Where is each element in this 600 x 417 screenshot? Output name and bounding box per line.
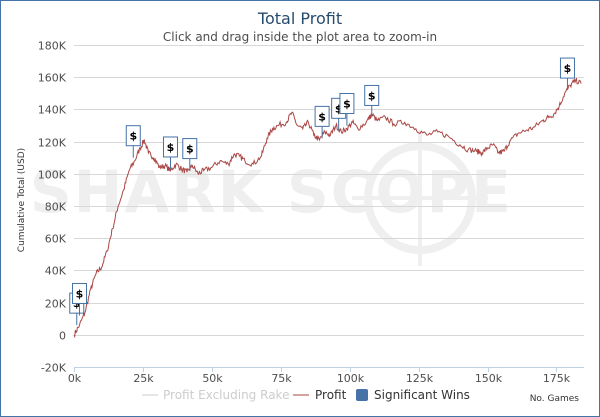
y-tick-label: 160K [38, 72, 67, 85]
legend-item-profit-excluding-rake[interactable]: Profit Excluding Rake [142, 388, 289, 402]
flag-box [125, 125, 141, 147]
flag-label: $ [318, 110, 326, 123]
y-tick-label: -20K [41, 362, 67, 375]
x-tick-label: 125k [406, 372, 434, 385]
legend-item-significant-wins[interactable]: Significant Wins [356, 388, 470, 402]
chart-subtitle: Click and drag inside the plot area to z… [163, 30, 437, 44]
x-tick-label: 100k [337, 372, 365, 385]
y-tick-label: 0 [59, 330, 66, 343]
flag-label: $ [343, 98, 351, 111]
flag-label: $ [564, 62, 572, 75]
flag-box [182, 138, 198, 160]
significant-win-flag[interactable]: $ [364, 84, 380, 118]
series-line-profit[interactable] [73, 77, 582, 339]
x-tick-label: 75k [271, 372, 292, 385]
flag-box [364, 84, 380, 106]
y-axis-tick-labels: -20K 0 20K 40K 60K 80K 100K 120K 140K 160K 180K [38, 40, 67, 375]
y-tick-label: 180K [38, 40, 67, 53]
y-tick-label: 100K [38, 169, 67, 182]
flag-box [314, 105, 330, 127]
legend-item-profit[interactable]: Profit [293, 388, 347, 402]
x-axis [74, 367, 584, 372]
chart-title: Total Profit [257, 9, 342, 28]
y-tick-label: 20K [45, 298, 67, 311]
legend: Profit Excluding Rake Profit Significant… [142, 388, 470, 402]
significant-win-flag[interactable]: $ [339, 93, 355, 126]
x-tick-label: 175k [543, 372, 571, 385]
significant-win-flag[interactable]: $ [72, 282, 88, 316]
significant-win-flag[interactable]: $ [314, 105, 330, 139]
legend-label-significant-wins: Significant Wins [374, 388, 470, 402]
flag-label: $ [368, 89, 376, 102]
x-tick-label: 150k [475, 372, 503, 385]
watermark-logo: SHARK SCOPE [30, 130, 513, 266]
flag-box [559, 57, 575, 79]
flag-box [339, 93, 355, 114]
series-layer [73, 77, 582, 339]
legend-label-profit: Profit [315, 388, 347, 402]
x-axis-title: No. Games [530, 394, 580, 404]
x-tick-label: 50k [202, 372, 223, 385]
flags-layer: $$$$$$$$$$ [69, 57, 575, 326]
significant-win-flag[interactable]: $ [182, 138, 198, 171]
y-tick-label: 60K [45, 233, 67, 246]
flag-label: $ [167, 141, 175, 154]
y-tick-label: 140K [38, 104, 67, 117]
x-tick-label: 0k [68, 372, 82, 385]
significant-win-flag[interactable]: $ [559, 57, 575, 91]
y-tick-label: 120K [38, 137, 67, 150]
flag-label: $ [129, 130, 137, 143]
y-axis-title: Cumulative Total (USD) [17, 148, 27, 252]
significant-win-flag[interactable]: $ [125, 125, 141, 158]
y-tick-label: 40K [45, 265, 67, 278]
flag-label: $ [335, 102, 343, 115]
legend-swatch-significant-wins [356, 389, 368, 401]
flag-label: $ [186, 143, 194, 156]
x-tick-label: 25k [133, 372, 154, 385]
flag-box [72, 282, 88, 304]
flag-label: $ [76, 287, 84, 300]
watermark-text: SHARK SCOPE [30, 158, 513, 226]
x-axis-tick-labels: 0k 25k 50k 75k 100k 125k 150k 175k [68, 372, 571, 385]
significant-win-flag[interactable]: $ [162, 136, 178, 169]
y-tick-label: 80K [45, 201, 67, 214]
flag-box [162, 136, 178, 158]
legend-label-profit-excluding-rake: Profit Excluding Rake [163, 388, 289, 402]
